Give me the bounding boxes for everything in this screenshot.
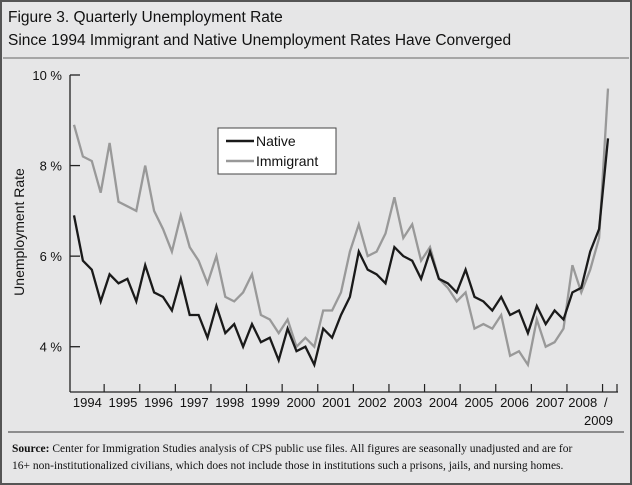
source-text-1: Center for Immigration Studies analysis … [49,443,572,455]
x-tick-label: 1994 [73,395,102,410]
y-tick-label: 10 % [32,68,62,83]
x-tick-label: 2000 [286,395,315,410]
x-tick-label: 2005 [464,395,493,410]
legend-box [217,127,337,175]
source-text-2: 16+ non-institutionalized civilians, whi… [12,460,564,472]
x-tick-label: 2001 [322,395,351,410]
y-tick-label: 8 % [40,159,63,174]
series-line-immigrant [72,88,610,368]
y-tick-label: 4 % [40,340,63,355]
series-line-native [72,138,610,369]
y-tick-label: 6 % [40,249,63,264]
chart-subtitle: Since 1994 Immigrant and Native Unemploy… [8,32,511,49]
legend-label-native: Native [256,133,296,149]
x-tick-label: 2003 [393,395,422,410]
source-label: Source: [12,443,49,455]
x-tick-label: 1997 [180,395,209,410]
source-line-1: Source: Center for Immigration Studies a… [12,443,572,455]
x-tick-label-2009: 2009 [584,413,613,428]
chart-title: Figure 3. Quarterly Unemployment Rate [8,9,283,26]
x-tick-label: 2008 [568,395,597,410]
x-tick-label: 2004 [429,395,458,410]
x-tick-label: 1995 [108,395,137,410]
x-tick-label: 2006 [500,395,529,410]
x-tick-label: 2007 [536,395,565,410]
legend-label-immigrant: Immigrant [256,153,318,169]
legend: Native Immigrant [217,127,337,175]
x-tick-label: 2002 [358,395,387,410]
x-tick-label-slash: / [604,395,608,410]
x-tick-label: 1998 [215,395,244,410]
x-tick-label: 1996 [144,395,173,410]
y-axis-label: Unemployment Rate [11,168,27,296]
x-tick-label: 1999 [251,395,280,410]
